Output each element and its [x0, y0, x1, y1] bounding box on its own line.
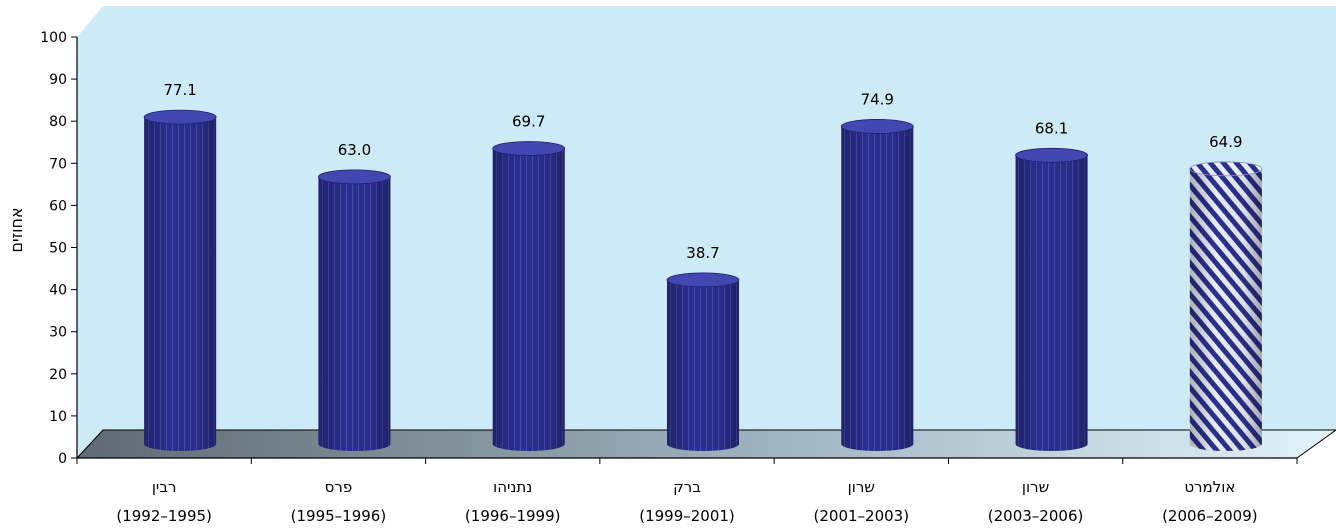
bar	[143, 109, 217, 451]
bar-shading	[841, 126, 914, 451]
y-tick-label: 0	[58, 451, 67, 467]
y-tick-label: 40	[49, 283, 67, 299]
bar-top	[143, 109, 217, 125]
category-name-label: שרון	[848, 478, 875, 496]
bar-shading	[144, 117, 217, 451]
bar-shading	[318, 176, 391, 451]
category-period-label: (1999–2001)	[639, 507, 735, 525]
category-period-label: (1995–1996)	[291, 507, 387, 525]
bars-group	[143, 109, 1263, 452]
bar	[1189, 161, 1263, 451]
category-name-label: נתניהו	[493, 478, 532, 496]
value-label: 68.1	[1035, 119, 1068, 137]
category-name-label: שרון	[1022, 478, 1049, 496]
category-labels: רבין (1992–1995) פרס (1995–1996) נתניהו (1996…	[116, 478, 1257, 525]
value-label: 69.7	[512, 112, 545, 130]
category-period-label: (1996–1999)	[465, 507, 561, 525]
value-label: 38.7	[686, 244, 719, 262]
bar	[840, 119, 914, 451]
category-period-label: (2006–2009)	[1162, 507, 1258, 525]
y-tick-label: 20	[49, 367, 67, 383]
category-period-label: (2001–2003)	[814, 507, 910, 525]
y-tick-label: 30	[49, 325, 67, 341]
value-label: 77.1	[163, 81, 196, 99]
value-label: 63.0	[338, 141, 371, 159]
bar-shading	[667, 279, 739, 451]
value-label: 74.9	[861, 90, 894, 108]
category-name-label: רבין	[152, 478, 177, 496]
y-tick-label: 70	[49, 156, 67, 172]
y-tick-label: 50	[49, 241, 67, 257]
value-label: 64.9	[1209, 133, 1242, 151]
y-axis-ticks: 0 10 20 30 40 50 60 70 80 90 100	[40, 30, 77, 467]
bar-top	[1189, 161, 1263, 177]
bar-top	[492, 141, 566, 156]
category-name-label: אולמרט	[1184, 478, 1235, 496]
y-tick-label: 80	[49, 114, 67, 130]
bar-top	[1015, 147, 1088, 163]
bar-shading	[1189, 168, 1262, 451]
bar-shading	[492, 148, 565, 452]
value-labels: 77.1 63.0 69.7 38.7 74.9 68.1 64.9	[163, 81, 1242, 262]
bar-top	[666, 272, 740, 288]
y-tick-label: 100	[40, 30, 67, 46]
bar-top	[318, 169, 391, 185]
category-period-label: (1992–1995)	[116, 507, 212, 525]
category-period-label: (2003–2006)	[988, 507, 1084, 525]
y-tick-label: 10	[49, 409, 67, 425]
category-name-label: ברק	[673, 478, 701, 496]
category-name-label: פרס	[325, 478, 353, 496]
x-axis-ticks	[76, 458, 1298, 464]
bar	[318, 169, 391, 451]
y-tick-label: 60	[49, 198, 67, 214]
bar	[1015, 147, 1088, 452]
bar	[492, 141, 566, 452]
bar-top	[840, 119, 914, 134]
y-axis-title: אחוזים	[7, 207, 26, 252]
y-tick-label: 90	[49, 72, 67, 88]
bar-shading	[1015, 155, 1088, 452]
bar	[666, 272, 740, 451]
